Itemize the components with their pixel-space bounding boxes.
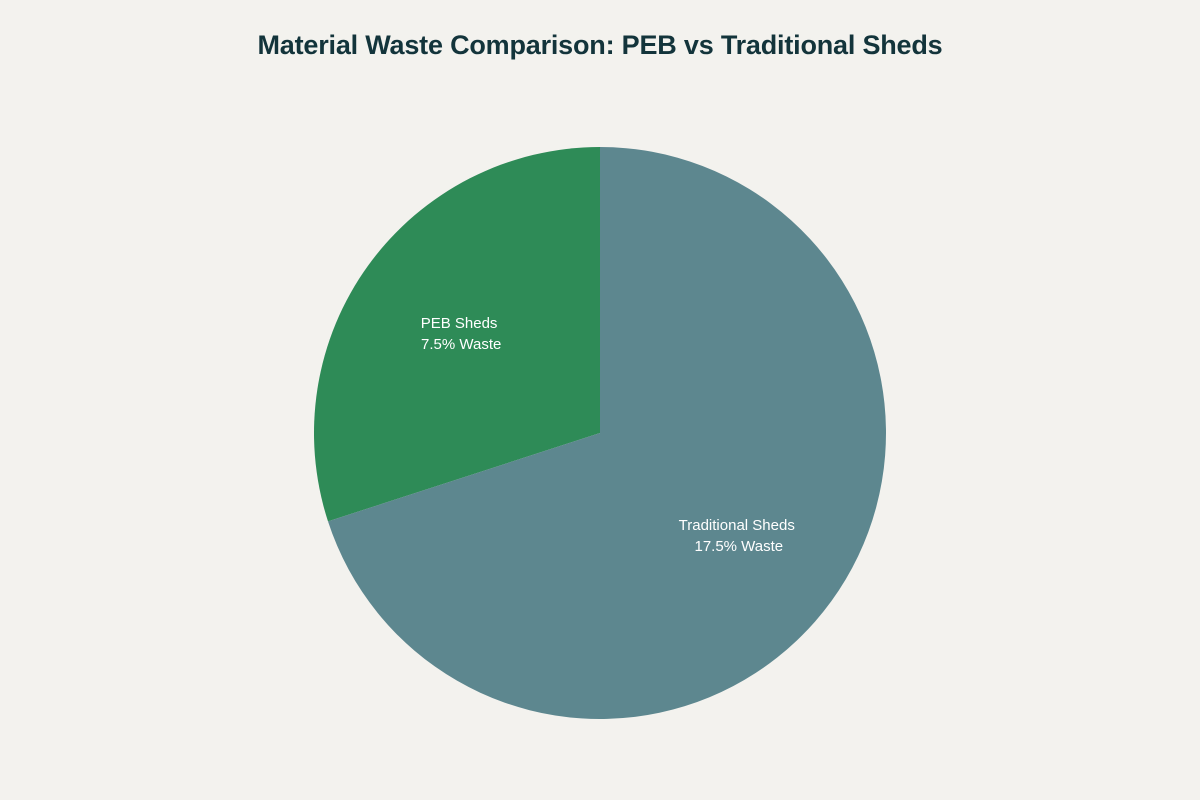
- slice-label-value: 7.5% Waste: [421, 336, 501, 353]
- slice-label-traditional-sheds: Traditional Sheds 17.5% Waste: [679, 517, 799, 555]
- slice-label-value: 17.5% Waste: [694, 538, 783, 555]
- slice-label-category: Traditional Sheds: [679, 517, 795, 534]
- slice-label-category: PEB Sheds: [421, 315, 498, 332]
- chart-title: Material Waste Comparison: PEB vs Tradit…: [257, 30, 943, 60]
- pie-slice-traditional-sheds[interactable]: [327, 147, 887, 719]
- pie-slice-peb-sheds[interactable]: [314, 147, 600, 522]
- slice-label-peb-sheds: PEB Sheds 7.5% Waste: [421, 315, 502, 353]
